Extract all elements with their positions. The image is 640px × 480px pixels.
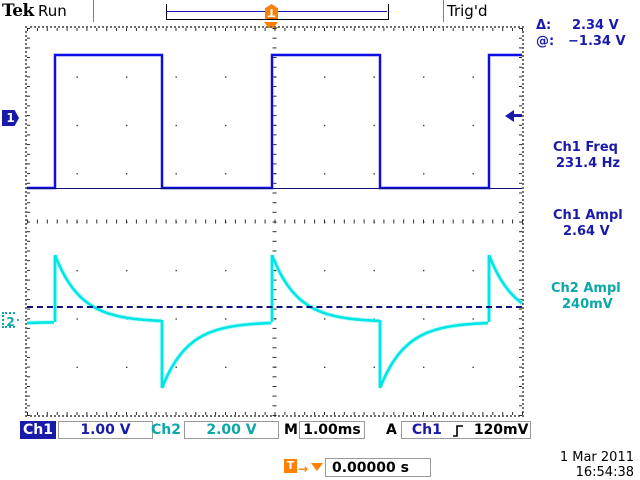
trigger-position-value: 0.00000 s [332, 459, 409, 476]
trigger-source-value: Ch1 [411, 422, 442, 438]
trigger-status-label: Trig'd [447, 2, 488, 20]
cursor-at-value: −1.34 V [568, 34, 626, 49]
trigger-position-icon: T [284, 459, 297, 473]
time-label: 16:54:38 [575, 465, 634, 480]
waveform-traces [26, 53, 524, 389]
cursor-at-label: @: [536, 34, 555, 49]
timebase-value: 1.00ms [303, 422, 361, 438]
trigger-position-arrow-icon: → [298, 462, 309, 476]
measurement-0-value: 231.4 Hz [556, 156, 621, 171]
run-state-label: Run [38, 2, 67, 20]
trigger-level-value: 120mV [473, 422, 529, 438]
cursor-line-2[interactable] [27, 306, 522, 308]
channel-1-marker[interactable]: 1 [2, 110, 19, 126]
trigger-source-label: A [386, 422, 397, 438]
tek-logo: Tek [2, 1, 34, 21]
measurement-2-value: 240mV [562, 297, 613, 312]
channel-1-scale-value: 1.00 V [80, 422, 131, 438]
measurement-1-label: Ch1 Ampl [553, 208, 623, 223]
waveform-graticule[interactable] [26, 28, 524, 416]
trigger-level-arrow-tail [514, 114, 522, 117]
graticule-frame [25, 26, 524, 417]
header-divider-2 [443, 0, 444, 22]
trigger-position-chevron-icon [311, 463, 323, 471]
channel-2-marker[interactable]: 2 [2, 312, 19, 328]
cursor-delta-label: Δ: [536, 18, 552, 33]
trigger-position-field[interactable]: 0.00000 s [325, 458, 431, 477]
trigger-level-arrow-icon[interactable] [505, 110, 514, 122]
grid-dots [27, 28, 523, 416]
header-divider-1 [93, 0, 94, 22]
cursor-delta-value: 2.34 V [572, 18, 619, 33]
channel-1-select-button[interactable]: Ch1 [20, 421, 56, 439]
measurement-2-label: Ch2 Ampl [551, 281, 621, 296]
record-length-bracket [166, 4, 389, 20]
measurement-0-label: Ch1 Freq [553, 140, 618, 155]
cursor-line-1[interactable] [27, 188, 522, 189]
channel-2-select-button[interactable]: Ch2 [151, 422, 181, 438]
channel-2-scale-value: 2.00 V [206, 422, 257, 438]
rising-edge-icon [452, 424, 464, 437]
measurement-1-value: 2.64 V [563, 224, 610, 239]
timebase-label: M [284, 422, 298, 438]
date-label: 1 Mar 2011 [559, 450, 634, 465]
